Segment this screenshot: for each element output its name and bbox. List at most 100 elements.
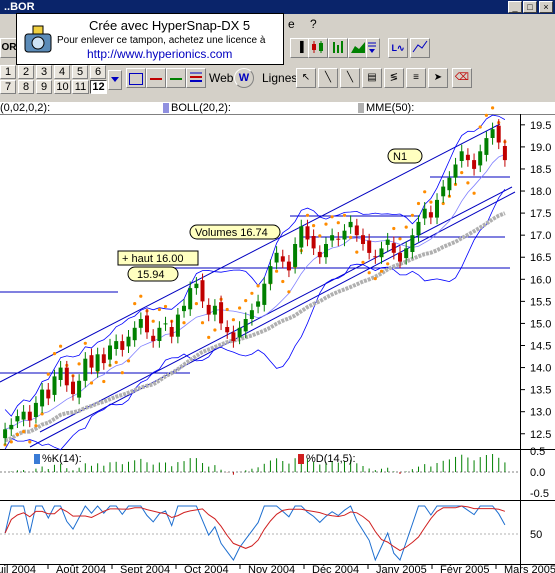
price-tick-label: 17.0 (530, 230, 551, 242)
price-tick-label: 14.0 (530, 363, 551, 375)
price-tick-label: 17.5 (530, 208, 551, 220)
time-axis-labels: Juil 2004 Août 2004 Sept 2004 Oct 2004 Nov 2… (0, 564, 555, 573)
period-button-6[interactable]: 6 (90, 65, 106, 79)
period-button-4[interactable]: 4 (54, 65, 70, 79)
text-box-icon: ▤ (367, 72, 377, 83)
boll-lower (4, 188, 506, 451)
candle-body (182, 305, 186, 312)
close-button[interactable]: × (539, 1, 553, 13)
text-tool-button[interactable]: ▤ (362, 68, 382, 88)
menu-item-help[interactable]: ? (310, 17, 317, 31)
eraser-tool-button[interactable]: ⌫ (452, 68, 472, 88)
period-dropdown[interactable] (108, 70, 122, 90)
fibonacci-tool-button[interactable]: ≶ (384, 68, 404, 88)
sar-dot (133, 302, 137, 306)
chart-type-dropdown[interactable] (366, 38, 380, 58)
window-tile-button[interactable] (126, 68, 146, 88)
period-button-10[interactable]: 10 (54, 80, 71, 94)
line-tool-button[interactable]: ╲ (318, 68, 338, 88)
candle-body (324, 244, 328, 258)
sar-dot (410, 213, 414, 217)
period-button-1[interactable]: 1 (0, 65, 16, 79)
candle-chart-button[interactable] (308, 38, 328, 58)
candle-body (385, 239, 390, 245)
watermark-url[interactable]: http://www.hyperionics.com (87, 47, 233, 61)
trend-channel-mid (39, 186, 513, 433)
period-button-7[interactable]: 7 (0, 80, 16, 94)
candle-body (286, 261, 291, 271)
web-button[interactable]: W (234, 68, 254, 88)
trend-channel-upper (0, 123, 501, 383)
stoch-d-legend: %D(14,5): (306, 453, 356, 465)
candle-body (175, 314, 180, 337)
area-chart-button[interactable] (348, 38, 368, 58)
time-tick-label: Mars 2005 (504, 564, 555, 573)
period-button-5[interactable]: 5 (72, 65, 88, 79)
drawing-button[interactable] (410, 38, 430, 58)
volumes-annotation-box[interactable] (189, 224, 281, 240)
sar-dot (287, 290, 291, 294)
sar-dot (34, 424, 38, 428)
log-scale-button[interactable]: L∿ (388, 38, 408, 58)
line-tool-2-button[interactable]: ╲ (340, 68, 360, 88)
minimize-button[interactable]: _ (508, 1, 522, 13)
sar-dot (52, 352, 57, 356)
period-button-8[interactable]: 8 (18, 80, 34, 94)
line-color-green-button[interactable] (166, 68, 186, 88)
osc2-tick-label: 50 (530, 529, 542, 541)
sar-dot (114, 360, 118, 364)
web-label: Web (209, 71, 234, 85)
sar-dot (416, 201, 421, 206)
time-tick-label: Août 2004 (56, 564, 106, 573)
line-color-button[interactable] (146, 68, 166, 88)
settings-button[interactable]: ▐ (290, 38, 310, 58)
sar-dot (28, 440, 32, 444)
period-button-2[interactable]: 2 (18, 65, 34, 79)
candle-body (206, 304, 211, 315)
candle-body (398, 252, 402, 262)
bollinger-bands (4, 114, 506, 451)
sar-dot (281, 279, 285, 284)
candle-body (188, 288, 193, 310)
maximize-button[interactable]: □ (523, 1, 537, 13)
period-button-3[interactable]: 3 (36, 65, 52, 79)
level-annotation-box[interactable] (127, 266, 179, 282)
window-title: ..BOR (4, 1, 35, 13)
sar-dot (157, 307, 161, 312)
stoch-k-legend: %K(14): (42, 453, 82, 465)
period-button-9[interactable]: 9 (36, 80, 52, 94)
sar-dot (275, 269, 279, 273)
diagonal-line-icon: ╲ (346, 72, 354, 83)
price-chart[interactable]: 19.5 19.0 18.5 18.0 17.5 17.0 16.5 16.0 15.5 15.0… (0, 102, 555, 573)
candle-body (46, 389, 51, 399)
time-tick-label: Févr 2005 (440, 564, 490, 573)
sar-dot (163, 304, 168, 309)
bar-chart-button[interactable] (328, 38, 348, 58)
menu-item-edit[interactable]: e (288, 17, 295, 31)
window-icon (129, 73, 143, 85)
eraser-icon: ⌫ (454, 72, 470, 83)
sar-dot (386, 262, 390, 266)
candle-body (459, 151, 464, 161)
sar-dot (207, 335, 211, 339)
candle-body (237, 327, 242, 338)
time-tick-label: Oct 2004 (184, 564, 229, 573)
period-button-11[interactable]: 11 (72, 80, 89, 94)
sar-dot (9, 440, 13, 444)
candle-body (410, 235, 415, 252)
line-width-button[interactable] (186, 68, 206, 88)
macd-histogram (10, 454, 506, 475)
period-button-12[interactable]: 12 (90, 80, 107, 94)
candle-body (490, 129, 495, 138)
sar-dot (330, 215, 334, 219)
candle-body (502, 146, 507, 161)
cursor-tool-button[interactable]: ↖ (296, 68, 316, 88)
price-tick-label: 13.0 (530, 407, 551, 419)
arrow-tool-button[interactable]: ➤ (428, 68, 448, 88)
n1-annotation: N1 (393, 151, 407, 163)
sar-dot (250, 291, 254, 295)
haut-annotation-box[interactable] (117, 250, 199, 266)
n1-annotation-box[interactable] (387, 148, 423, 164)
chart-area[interactable]: (0,02,0,2): BOLL(20,2): MME(50): 19.5 19.… (0, 102, 555, 573)
hlines-tool-button[interactable]: ≡ (406, 68, 426, 88)
